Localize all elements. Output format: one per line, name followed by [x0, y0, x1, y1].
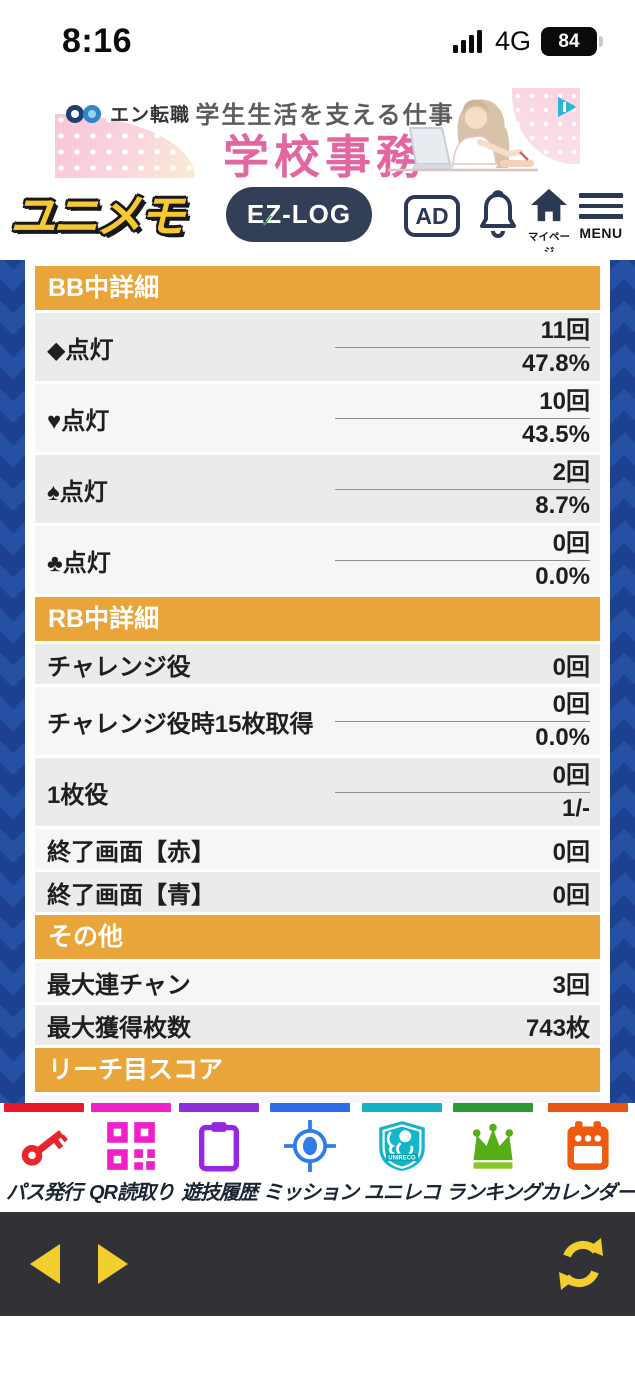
nav-item-ranking[interactable]: ランキング [445, 1103, 541, 1212]
qr-icon [107, 1122, 156, 1170]
table-row: ♥点灯 10回 43.5% [35, 384, 600, 452]
site-header: ユニメモ EZ-LOG ✓ AD マイページ MENU [0, 178, 635, 258]
table-row: 最大連チャン 3回 [35, 962, 600, 1002]
ezlog-button[interactable]: EZ-LOG ✓ [226, 187, 372, 242]
key-icon [21, 1130, 68, 1166]
row-label: ♥点灯 [47, 407, 110, 435]
row-label: 終了画面【赤】 [47, 838, 215, 866]
table-row: 1枚役 0回 1/- [35, 758, 600, 826]
clipboard-icon [199, 1122, 240, 1172]
row-values: 11回 47.8% [334, 314, 590, 380]
battery-icon: 84 [541, 27, 603, 56]
target-icon [284, 1120, 337, 1172]
nav-item-label: ミッション [262, 1182, 359, 1204]
nav-item-qr[interactable]: QR読取り [88, 1103, 176, 1212]
nav-item-label: ランキング [445, 1182, 541, 1204]
row-label: チャレンジ役 [47, 653, 191, 681]
svg-text:UNIRECO: UNIRECO [388, 1156, 416, 1162]
hamburger-icon [577, 191, 625, 221]
next-page-button[interactable] [98, 1244, 128, 1284]
notification-bell-button[interactable] [474, 189, 522, 246]
bell-icon [480, 190, 516, 238]
table-row: ♠点灯 2回 8.7% [35, 455, 600, 523]
crown-icon [472, 1123, 513, 1169]
table-row: ♣点灯 0回 0.0% [35, 526, 600, 594]
mypage-button[interactable]: マイページ [524, 187, 574, 259]
row-values: 0回 1/- [334, 759, 590, 825]
nav-item-calendar[interactable]: カレンダー [540, 1103, 635, 1212]
stats-card: BB中詳細 ◆点灯 11回 47.8% ♥点灯 10回 43.5% ♠点灯 2回 [25, 260, 610, 1178]
check-icon: ✓ [260, 211, 277, 231]
status-indicators: 4G 84 [452, 26, 603, 57]
row-label: チャレンジ役時15枚取得 [47, 710, 314, 738]
table-row: チャレンジ役時15枚取得 0回 0.0% [35, 687, 600, 755]
table-row: 終了画面【青】 0回 [35, 872, 600, 912]
row-label: ◆点灯 [47, 336, 114, 364]
section-header: RB中詳細 [35, 597, 600, 641]
nav-color-bar [361, 1103, 442, 1112]
clock: 8:16 [62, 22, 133, 60]
row-label: ♠点灯 [47, 478, 108, 506]
nav-color-bar [179, 1103, 260, 1112]
ad-choices-icon[interactable] [554, 94, 580, 120]
row-values: 0回 0.0% [334, 688, 590, 754]
nav-color-bar [452, 1103, 533, 1112]
nav-item-label: パス発行 [5, 1182, 83, 1204]
row-label: 終了画面【青】 [47, 881, 215, 909]
status-bar: 8:16 4G 84 [0, 0, 635, 88]
en-tenshoku-logo-icon [66, 104, 101, 123]
row-values: 0回 0.0% [334, 527, 590, 593]
ad-illustration-woman-laptop [388, 99, 538, 172]
home-icon [531, 188, 567, 222]
table-row: 最大獲得枚数 743枚 [35, 1005, 600, 1045]
unimemo-logo[interactable]: ユニメモ [10, 190, 185, 242]
section-header: BB中詳細 [35, 266, 600, 310]
row-values: 10回 43.5% [334, 385, 590, 451]
nav-item-label: 遊技履歴 [181, 1182, 258, 1204]
ad-page-button[interactable]: AD [404, 195, 460, 237]
refresh-icon[interactable] [553, 1236, 609, 1292]
nav-item-label: QR読取り [88, 1182, 175, 1204]
ad-tagline: 学生生活を支える仕事 [195, 102, 455, 129]
pager-control-bar [0, 1212, 635, 1316]
row-label: 最大獲得枚数 [47, 1014, 191, 1042]
nav-color-bar [91, 1103, 172, 1112]
ad-banner[interactable]: エン転職 学生生活を支える仕事 学校事務 [0, 88, 635, 178]
row-label: 最大連チャン [47, 971, 191, 999]
nav-item-history[interactable]: 遊技履歴 [175, 1103, 263, 1212]
nav-color-bar [547, 1103, 628, 1112]
nav-item-label: ユニレコ [363, 1182, 441, 1204]
nav-item-mission[interactable]: ミッション [262, 1103, 359, 1212]
unireco-badge-icon: UNIRECO [379, 1121, 425, 1171]
nav-item-unireco[interactable]: UNIRECO ユニレコ [358, 1103, 446, 1212]
advertiser-logo: エン転職 [65, 100, 190, 127]
nav-item-label: カレンダー [540, 1182, 635, 1204]
nav-color-bar [3, 1103, 84, 1112]
bottom-safe-area [0, 1316, 635, 1374]
signal-strength-icon [452, 30, 482, 53]
row-values: 2回 8.7% [334, 456, 590, 522]
menu-button[interactable]: MENU [577, 191, 625, 241]
section-header: リーチ目スコア [35, 1048, 600, 1092]
table-row: 終了画面【赤】 0回 [35, 829, 600, 869]
table-row: チャレンジ役 0回 [35, 644, 600, 684]
section-header: その他 [35, 915, 600, 959]
nav-item-pass[interactable]: パス発行 [0, 1103, 88, 1212]
row-label: 1枚役 [47, 781, 109, 809]
table-row: ◆点灯 11回 47.8% [35, 313, 600, 381]
row-label: ♣点灯 [47, 549, 111, 577]
main-content: BB中詳細 ◆点灯 11回 47.8% ♥点灯 10回 43.5% ♠点灯 2回 [0, 252, 635, 1212]
bottom-nav: パス発行 QR読取り 遊技 [0, 1103, 635, 1212]
calendar-icon [566, 1121, 609, 1170]
nav-color-bar [270, 1103, 351, 1112]
network-type: 4G [494, 26, 531, 56]
prev-page-button[interactable] [30, 1244, 60, 1284]
